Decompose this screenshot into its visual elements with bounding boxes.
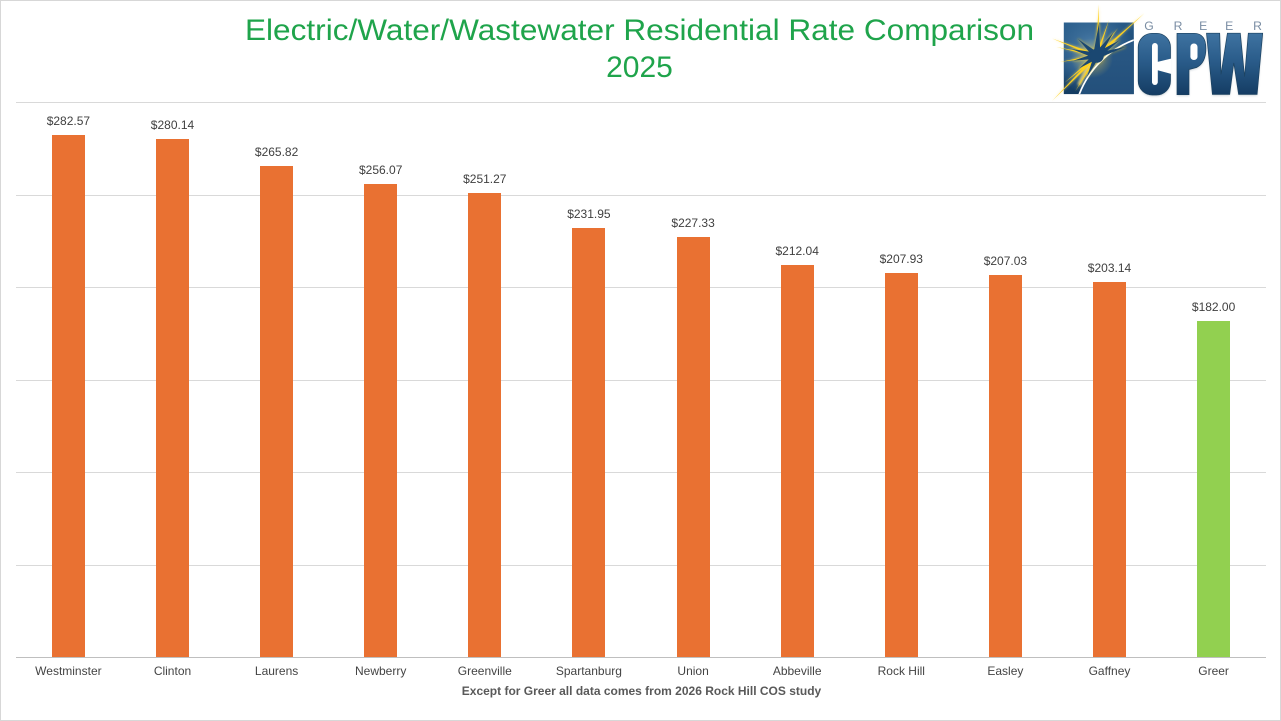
svg-text:E: E	[1199, 19, 1207, 33]
svg-text:G: G	[1144, 19, 1153, 33]
svg-text:E: E	[1225, 19, 1233, 33]
svg-text:R: R	[1174, 19, 1183, 33]
svg-text:R: R	[1253, 19, 1262, 33]
